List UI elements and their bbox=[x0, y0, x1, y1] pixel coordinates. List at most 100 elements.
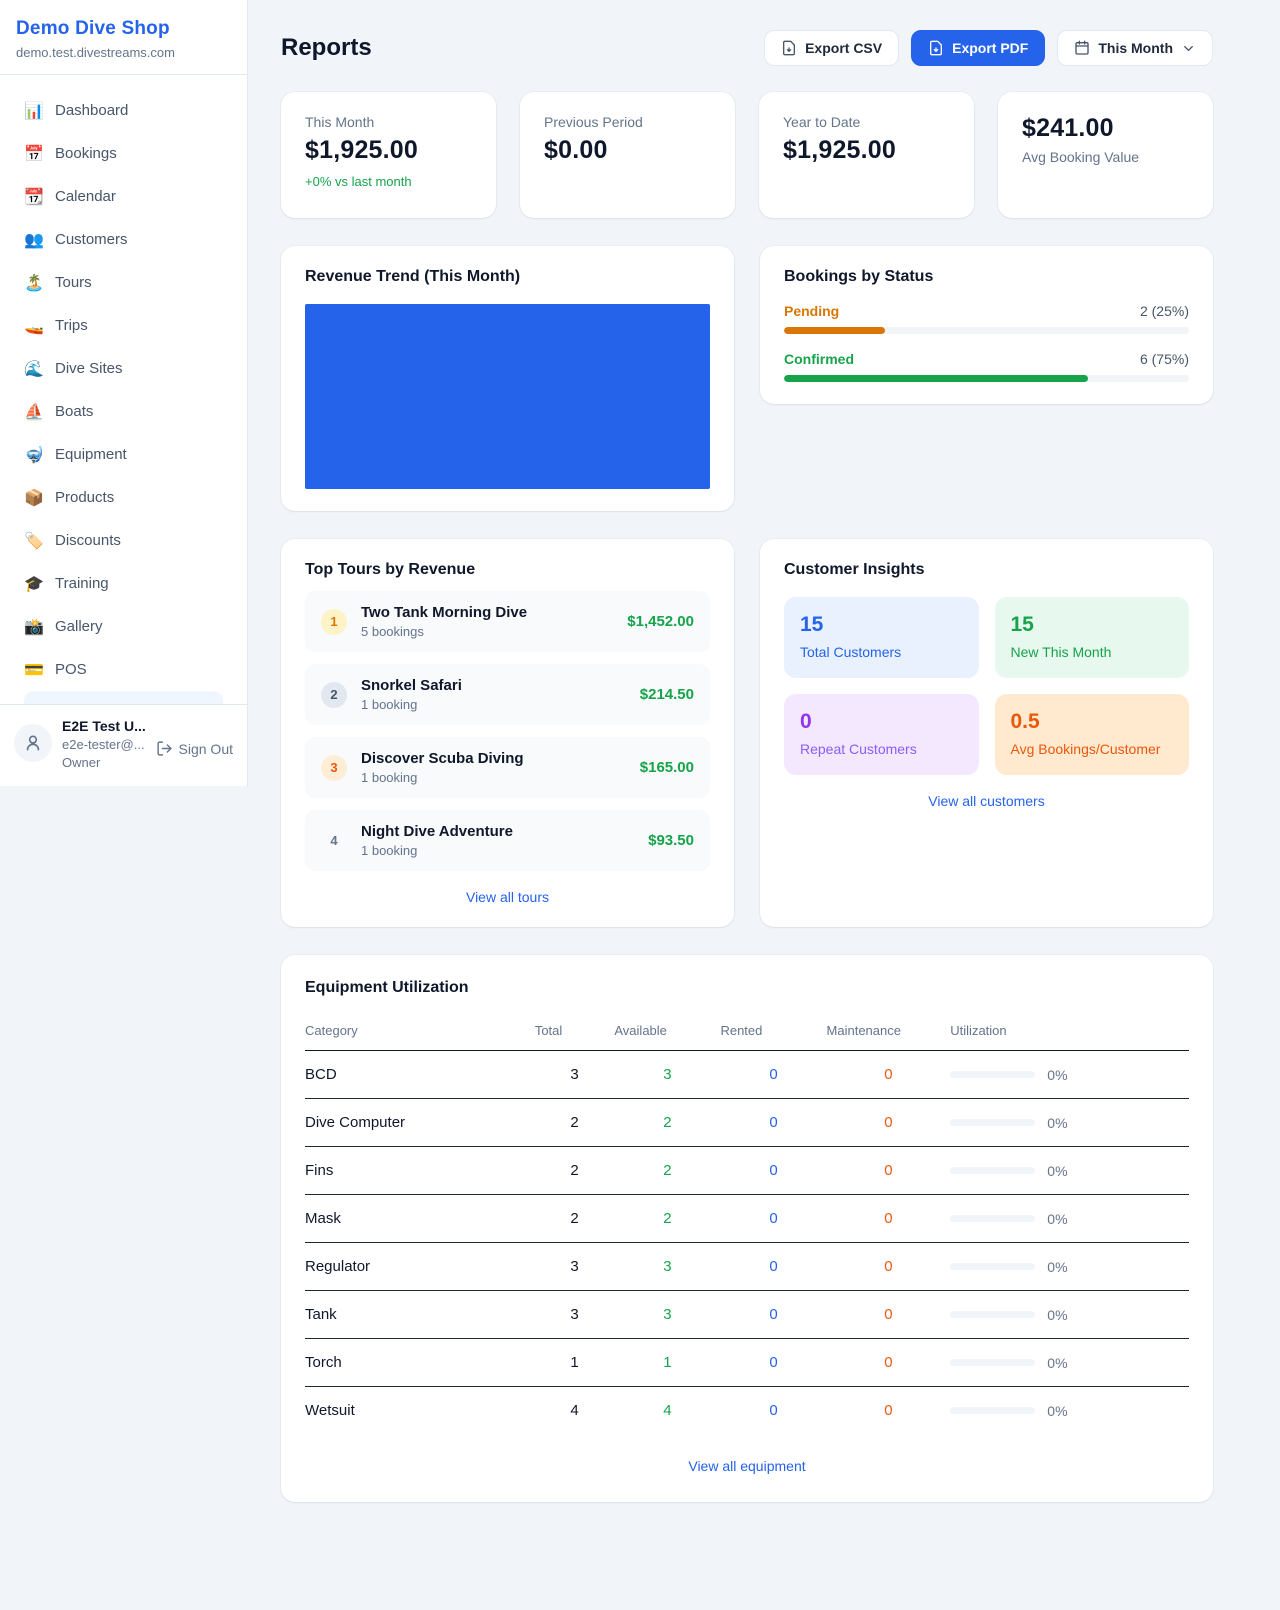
export-csv-button[interactable]: Export CSV bbox=[764, 30, 900, 66]
sidebar-item-label: Products bbox=[55, 489, 115, 506]
cell-rented: 0 bbox=[720, 1050, 827, 1099]
sidebar-item-reports-active[interactable] bbox=[24, 691, 223, 704]
stat-delta: +0% vs last month bbox=[305, 174, 412, 189]
stat-card-avg-booking-value: $241.00 Avg Booking Value bbox=[998, 92, 1213, 218]
stat-card-this-month: This Month $1,925.00 +0% vs last month bbox=[281, 92, 496, 218]
revenue-trend-card: Revenue Trend (This Month) bbox=[281, 246, 734, 511]
stat-value: $1,925.00 bbox=[783, 136, 897, 164]
utilization-percent: 0% bbox=[1047, 1162, 1068, 1179]
sidebar-item-label: Training bbox=[55, 575, 109, 592]
sidebar-item-discounts[interactable]: 🏷️ Discounts bbox=[12, 519, 235, 562]
view-all-customers-link[interactable]: View all customers bbox=[928, 793, 1045, 809]
sidebar-item-dive-sites[interactable]: 🌊 Dive Sites bbox=[12, 347, 235, 390]
view-all-equipment-link[interactable]: View all equipment bbox=[688, 1458, 806, 1474]
tile-value: 0 bbox=[800, 710, 812, 733]
sidebar-item-label: Dive Sites bbox=[55, 360, 123, 377]
utilization-percent: 0% bbox=[1047, 1402, 1068, 1419]
revenue-trend-title: Revenue Trend (This Month) bbox=[305, 268, 521, 285]
cell-rented: 0 bbox=[720, 1194, 827, 1243]
utilization-cell: 0% bbox=[950, 1163, 1189, 1179]
sign-out-button[interactable]: Sign Out bbox=[156, 740, 233, 757]
utilization-percent: 0% bbox=[1047, 1306, 1068, 1323]
tile-value: 15 bbox=[1010, 613, 1034, 636]
header-actions: Export CSV Export PDF This Month bbox=[764, 30, 1213, 66]
sidebar-item-calendar[interactable]: 📆 Calendar bbox=[12, 175, 235, 218]
tour-row[interactable]: 4 Night Dive Adventure 1 booking $93.50 bbox=[305, 810, 710, 871]
gallery-icon: 📸 bbox=[24, 618, 44, 636]
sidebar-item-gallery[interactable]: 📸 Gallery bbox=[12, 605, 235, 648]
tour-row[interactable]: 3 Discover Scuba Diving 1 booking $165.00 bbox=[305, 737, 710, 798]
sign-out-label: Sign Out bbox=[178, 740, 233, 757]
cell-total: 3 bbox=[534, 1290, 615, 1339]
sidebar-item-label: Boats bbox=[55, 403, 94, 420]
col-available: Available bbox=[614, 1015, 721, 1051]
discounts-icon: 🏷️ bbox=[24, 532, 44, 550]
cell-rented: 0 bbox=[720, 1290, 827, 1339]
tour-revenue: $93.50 bbox=[648, 832, 694, 849]
tile-total-customers: 15 Total Customers bbox=[784, 597, 979, 678]
pos-icon: 💳 bbox=[24, 661, 44, 679]
cell-maintenance: 0 bbox=[826, 1338, 951, 1387]
sidebar-item-boats[interactable]: ⛵ Boats bbox=[12, 390, 235, 433]
cell-available: 3 bbox=[614, 1050, 721, 1099]
sidebar-item-bookings[interactable]: 📅 Bookings bbox=[12, 132, 235, 175]
stat-label: Avg Booking Value bbox=[1022, 149, 1140, 165]
rank-badge: 3 bbox=[321, 754, 347, 781]
col-total: Total bbox=[534, 1015, 615, 1051]
export-pdf-button[interactable]: Export PDF bbox=[911, 30, 1046, 66]
shop-title: Demo Dive Shop bbox=[16, 18, 170, 39]
cell-maintenance: 0 bbox=[826, 1050, 951, 1099]
sidebar-item-trips[interactable]: 🚤 Trips bbox=[12, 304, 235, 347]
sidebar-item-label: Bookings bbox=[55, 145, 117, 162]
utilization-percent: 0% bbox=[1047, 1354, 1068, 1371]
sidebar-item-pos[interactable]: 💳 POS bbox=[12, 648, 235, 691]
utilization-cell: 0% bbox=[950, 1355, 1189, 1371]
export-csv-label: Export CSV bbox=[805, 40, 883, 56]
equipment-icon: 🤿 bbox=[24, 446, 44, 464]
status-row-pending: Pending 2 (25%) bbox=[784, 303, 1189, 334]
sidebar-item-tours[interactable]: 🏝️ Tours bbox=[12, 261, 235, 304]
cell-available: 1 bbox=[614, 1338, 721, 1387]
tile-value: 15 bbox=[800, 613, 824, 636]
top-tours-card: Top Tours by Revenue 1 Two Tank Morning … bbox=[281, 539, 734, 927]
cell-available: 2 bbox=[614, 1194, 721, 1243]
status-bar-track bbox=[784, 327, 1189, 334]
sidebar-item-dashboard[interactable]: 📊 Dashboard bbox=[12, 89, 235, 132]
tile-label: Total Customers bbox=[800, 644, 902, 660]
sidebar-item-label: Equipment bbox=[55, 446, 127, 463]
col-maintenance: Maintenance bbox=[826, 1015, 951, 1051]
tour-name: Snorkel Safari bbox=[361, 677, 462, 694]
tour-row[interactable]: 1 Two Tank Morning Dive 5 bookings $1,452… bbox=[305, 591, 710, 652]
tour-name: Two Tank Morning Dive bbox=[361, 604, 528, 621]
cell-rented: 0 bbox=[720, 1146, 827, 1195]
stat-value: $241.00 bbox=[1022, 114, 1114, 142]
status-value: 2 (25%) bbox=[1139, 303, 1189, 319]
sidebar-item-equipment[interactable]: 🤿 Equipment bbox=[12, 433, 235, 476]
tour-bookings: 5 bookings bbox=[361, 624, 424, 639]
period-dropdown[interactable]: This Month bbox=[1057, 30, 1213, 66]
cell-maintenance: 0 bbox=[884, 1402, 893, 1419]
tile-new-this-month: 15 New This Month bbox=[994, 597, 1189, 678]
tile-label: New This Month bbox=[1010, 644, 1112, 660]
col-category: Category bbox=[305, 1015, 535, 1051]
avatar bbox=[14, 724, 52, 762]
cell-maintenance: 0 bbox=[826, 1290, 951, 1339]
cell-category: Wetsuit bbox=[305, 1402, 355, 1419]
sidebar: Demo Dive Shop demo.test.divestreams.com… bbox=[0, 0, 248, 786]
tour-bookings: 1 booking bbox=[361, 770, 418, 785]
sidebar-item-training[interactable]: 🎓 Training bbox=[12, 562, 235, 605]
tour-name: Night Dive Adventure bbox=[361, 823, 513, 840]
status-bar-track bbox=[784, 375, 1189, 382]
view-all-tours-link[interactable]: View all tours bbox=[465, 889, 549, 905]
trips-icon: 🚤 bbox=[24, 317, 44, 335]
sidebar-item-customers[interactable]: 👥 Customers bbox=[12, 218, 235, 261]
rank-badge: 1 bbox=[321, 608, 347, 635]
tile-avg-bookings-customer: 0.5 Avg Bookings/Customer bbox=[994, 694, 1189, 775]
rank-badge: 4 bbox=[330, 833, 338, 848]
utilization-bar-track bbox=[950, 1071, 1036, 1078]
logout-icon bbox=[156, 741, 172, 756]
main-content: Reports Export CSV Export PDF This Month… bbox=[248, 0, 1280, 1542]
tour-row[interactable]: 2 Snorkel Safari 1 booking $214.50 bbox=[305, 664, 710, 725]
sidebar-item-products[interactable]: 📦 Products bbox=[12, 476, 235, 519]
customers-icon: 👥 bbox=[24, 231, 44, 249]
